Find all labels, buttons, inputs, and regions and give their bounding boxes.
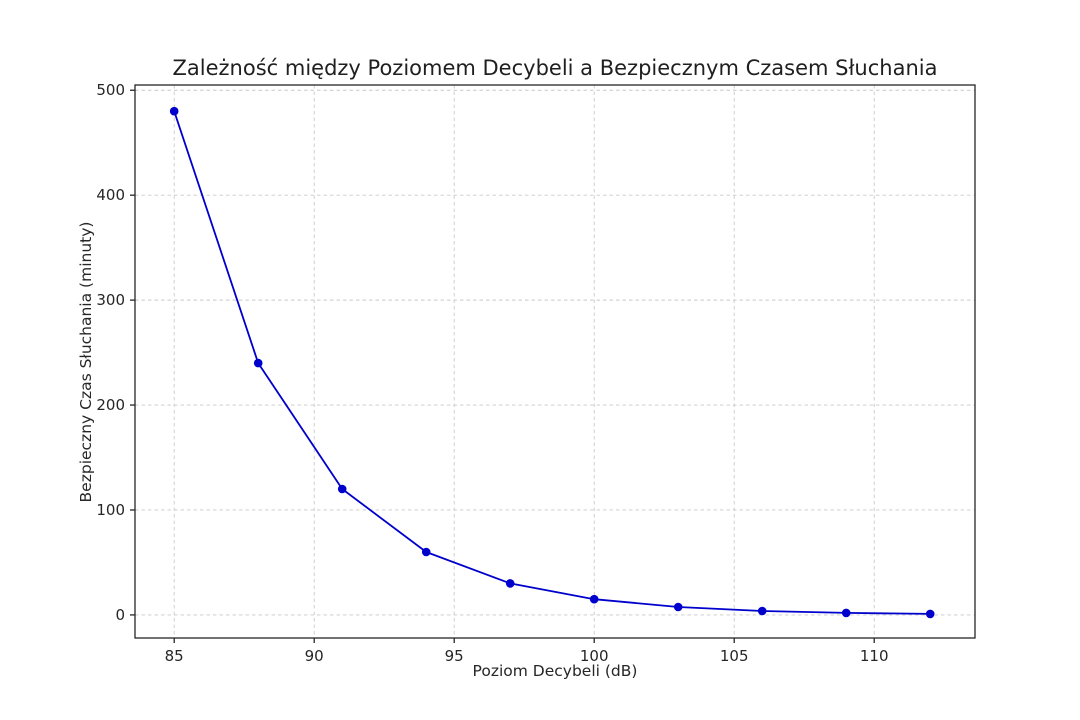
data-point-marker — [421, 547, 431, 557]
svg-text:200: 200 — [96, 396, 125, 414]
y-tick-labels: 0 100 200 300 400 500 — [96, 81, 125, 624]
svg-text:0: 0 — [115, 606, 125, 624]
svg-text:400: 400 — [96, 186, 125, 204]
y-axis-label: Bezpieczny Czas Słuchania (minuty) — [77, 221, 95, 503]
data-point-marker — [841, 608, 851, 618]
grid-lines — [135, 85, 975, 638]
data-point-marker — [505, 579, 515, 588]
data-point-marker — [337, 484, 347, 494]
svg-text:100: 100 — [96, 501, 125, 519]
svg-text:500: 500 — [96, 81, 125, 99]
data-point-marker — [925, 609, 935, 619]
data-point-marker — [589, 594, 599, 604]
chart-title: Zależność między Poziomem Decybeli a Bez… — [172, 56, 938, 80]
data-points — [169, 106, 935, 619]
svg-text:95: 95 — [445, 647, 464, 665]
svg-text:85: 85 — [165, 647, 184, 665]
data-point-marker — [169, 106, 179, 116]
x-tick-labels: 85 90 95 100 105 110 — [165, 647, 889, 665]
svg-text:300: 300 — [96, 291, 125, 309]
svg-text:105: 105 — [720, 647, 749, 665]
tick-marks — [130, 89, 875, 643]
data-point-marker — [253, 358, 263, 368]
data-point-marker — [673, 602, 683, 612]
x-axis-label: Poziom Decybeli (dB) — [472, 662, 638, 680]
svg-text:90: 90 — [305, 647, 324, 665]
svg-text:100: 100 — [580, 647, 609, 665]
svg-text:110: 110 — [860, 647, 889, 665]
data-line — [173, 110, 931, 615]
data-point-marker — [757, 606, 767, 616]
plot-border — [134, 84, 976, 639]
